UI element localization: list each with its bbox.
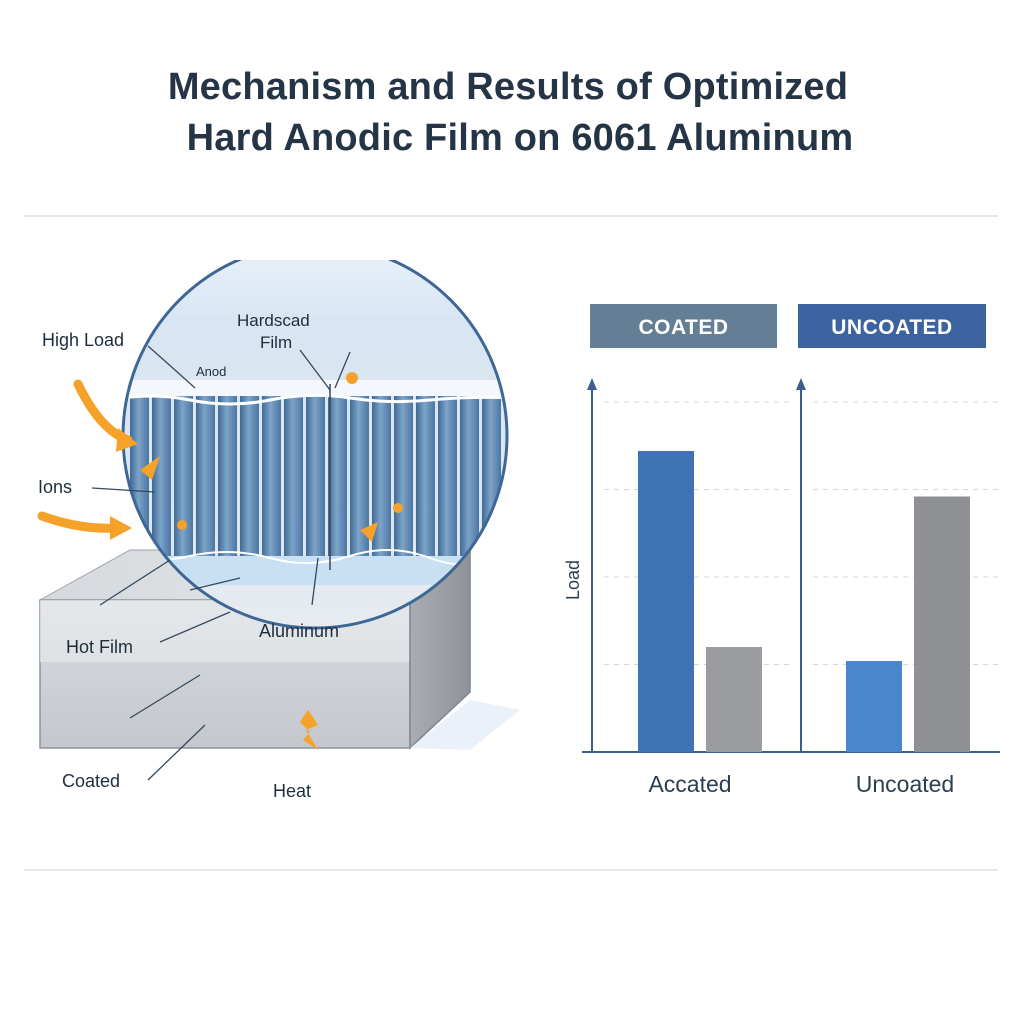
bottom-divider: [24, 869, 998, 871]
y-axis-label: Load: [563, 560, 583, 600]
chart-header-2: [798, 304, 986, 348]
label-aluminum: Aluminum: [259, 621, 339, 641]
bar-1-1: [638, 451, 694, 752]
top-divider: [24, 215, 998, 217]
label-ions: Ions: [38, 477, 72, 497]
aluminum-block: [38, 548, 520, 750]
label-anod: Anod: [196, 364, 226, 379]
bar-1-2: [706, 647, 762, 752]
page-title-line2: Hard Anodic Film on 6061 Aluminum: [186, 117, 854, 159]
mechanism-illustration: High Load Ions Hot Film Coated Heat Hard…: [0, 260, 560, 820]
y-axis-arrow-1: [587, 378, 597, 390]
label-high-load: High Load: [42, 330, 124, 350]
label-hardscad: Hardscad: [237, 311, 310, 330]
label-film: Film: [260, 333, 292, 352]
film-pore-columns: [130, 396, 501, 556]
ion-arrow-icon: [37, 372, 403, 542]
bar-2-2: [914, 496, 970, 752]
heat-icon: [300, 710, 318, 750]
label-hot-film: Hot Film: [66, 637, 133, 657]
leader-lines: [91, 345, 351, 781]
load-comparison-chart: COATED Accated UNCOATED Uncoated Load: [560, 290, 1024, 810]
category-label-2: Uncoated: [856, 771, 954, 797]
page-title-line1: Mechanism and Results of Optimized: [167, 66, 849, 108]
chart-header-label-1: COATED: [638, 316, 728, 339]
load-arrow-icon: [73, 379, 138, 452]
bar-2-1: [846, 661, 902, 752]
chart-header-label-2: UNCOATED: [831, 316, 952, 339]
y-axis-arrow-2: [796, 378, 806, 390]
chart-header-1: [590, 304, 777, 348]
category-label-1: Accated: [648, 771, 731, 797]
label-heat: Heat: [273, 781, 311, 801]
zoom-circle: [121, 260, 509, 630]
label-coated: Coated: [62, 771, 120, 791]
